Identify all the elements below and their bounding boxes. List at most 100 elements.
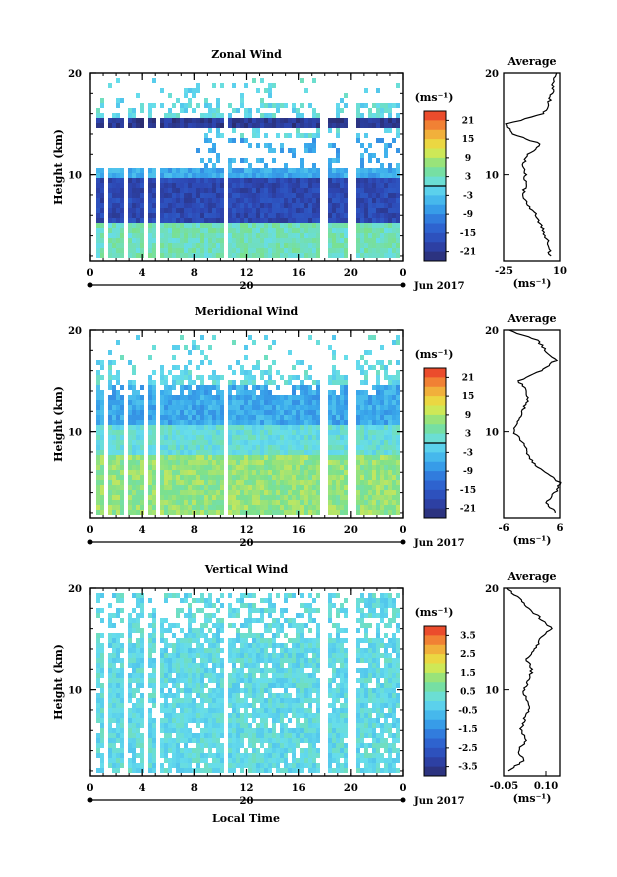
heatmap-cell: [172, 658, 176, 663]
heatmap-cell: [356, 133, 360, 138]
heatmap-cell: [396, 370, 400, 375]
heatmap-cell: [244, 698, 248, 703]
heatmap-cell: [140, 425, 144, 430]
heatmap-cell: [128, 653, 132, 658]
heatmap-cell: [128, 208, 132, 213]
heatmap-cell: [164, 703, 168, 708]
heatmap-cell: [112, 440, 116, 445]
heatmap-cell: [272, 638, 276, 643]
heatmap-cell: [308, 213, 312, 218]
heatmap-cell: [100, 360, 104, 365]
heatmap-cell: [268, 193, 272, 198]
heatmap-cell: [308, 420, 312, 425]
heatmap-cell: [276, 455, 280, 460]
heatmap-cell: [164, 248, 168, 253]
heatmap-cell: [256, 410, 260, 415]
heatmap-cell: [188, 420, 192, 425]
heatmap-cell: [152, 470, 156, 475]
heatmap-cell: [392, 420, 396, 425]
heatmap-cell: [292, 460, 296, 465]
heatmap-cell: [296, 183, 300, 188]
heatmap-cell: [288, 203, 292, 208]
heatmap-cell: [128, 490, 132, 495]
heatmap-cell: [216, 218, 220, 223]
heatmap-cell: [232, 450, 236, 455]
heatmap-cell: [216, 410, 220, 415]
heatmap-cell: [108, 723, 112, 728]
heatmap-cell: [336, 223, 340, 228]
heatmap-cell: [396, 203, 400, 208]
heatmap-cell: [376, 430, 380, 435]
heatmap-cell: [336, 103, 340, 108]
heatmap-cell: [292, 455, 296, 460]
heatmap-cell: [148, 183, 152, 188]
heatmap-cell: [256, 708, 260, 713]
heatmap-cell: [232, 733, 236, 738]
heatmap-cell: [388, 143, 392, 148]
heatmap-cell: [192, 213, 196, 218]
heatmap-cell: [200, 673, 204, 678]
heatmap-cell: [168, 723, 172, 728]
heatmap-cell: [300, 360, 304, 365]
heatmap-cell: [220, 440, 224, 445]
heatmap-cell: [132, 748, 136, 753]
heatmap-cell: [232, 440, 236, 445]
heatmap-cell: [276, 683, 280, 688]
heatmap-cell: [208, 218, 212, 223]
heatmap-cell: [216, 233, 220, 238]
heatmap-cell: [108, 470, 112, 475]
heatmap-cell: [232, 623, 236, 628]
heatmap-cell: [272, 500, 276, 505]
heatmap-cell: [308, 118, 312, 123]
heatmap-cell: [164, 405, 168, 410]
heatmap-cell: [276, 133, 280, 138]
heatmap-cell: [256, 663, 260, 668]
heatmap-cell: [212, 213, 216, 218]
profile-x-tick-label: 10: [553, 266, 567, 277]
heatmap-cell: [180, 638, 184, 643]
heatmap-cell: [208, 178, 212, 183]
heatmap-cell: [240, 698, 244, 703]
heatmap-cell: [176, 763, 180, 768]
heatmap-cell: [128, 113, 132, 118]
heatmap-cell: [252, 688, 256, 693]
heatmap-cell: [376, 138, 380, 143]
heatmap-cell: [168, 233, 172, 238]
heatmap-cell: [220, 758, 224, 763]
heatmap-cell: [296, 238, 300, 243]
heatmap-cell: [332, 223, 336, 228]
heatmap-cell: [344, 375, 348, 380]
heatmap-cell: [372, 415, 376, 420]
heatmap-cell: [344, 223, 348, 228]
heatmap-cell: [248, 693, 252, 698]
colorbar-segment: [424, 368, 446, 378]
heatmap-cell: [116, 638, 120, 643]
heatmap-cell: [396, 173, 400, 178]
heatmap-cell: [168, 173, 172, 178]
heatmap-cell: [264, 733, 268, 738]
heatmap-cell: [188, 618, 192, 623]
heatmap-cell: [344, 168, 348, 173]
heatmap-cell: [172, 450, 176, 455]
heatmap-cell: [116, 653, 120, 658]
heatmap-cell: [264, 658, 268, 663]
heatmap-cell: [216, 128, 220, 133]
heatmap-cell: [176, 218, 180, 223]
heatmap-cell: [260, 233, 264, 238]
heatmap-cell: [276, 435, 280, 440]
heatmap-cell: [272, 440, 276, 445]
heatmap-cell: [208, 738, 212, 743]
heatmap-cell: [180, 460, 184, 465]
heatmap-cell: [204, 455, 208, 460]
heatmap-cell: [240, 678, 244, 683]
heatmap-cell: [188, 688, 192, 693]
heatmap-cell: [256, 395, 260, 400]
heatmap-cell: [304, 173, 308, 178]
heatmap-cell: [304, 490, 308, 495]
heatmap-cell: [368, 223, 372, 228]
heatmap-cell: [392, 340, 396, 345]
heatmap-cell: [256, 158, 260, 163]
heatmap-cell: [192, 123, 196, 128]
heatmap-cell: [120, 435, 124, 440]
heatmap-cell: [264, 653, 268, 658]
